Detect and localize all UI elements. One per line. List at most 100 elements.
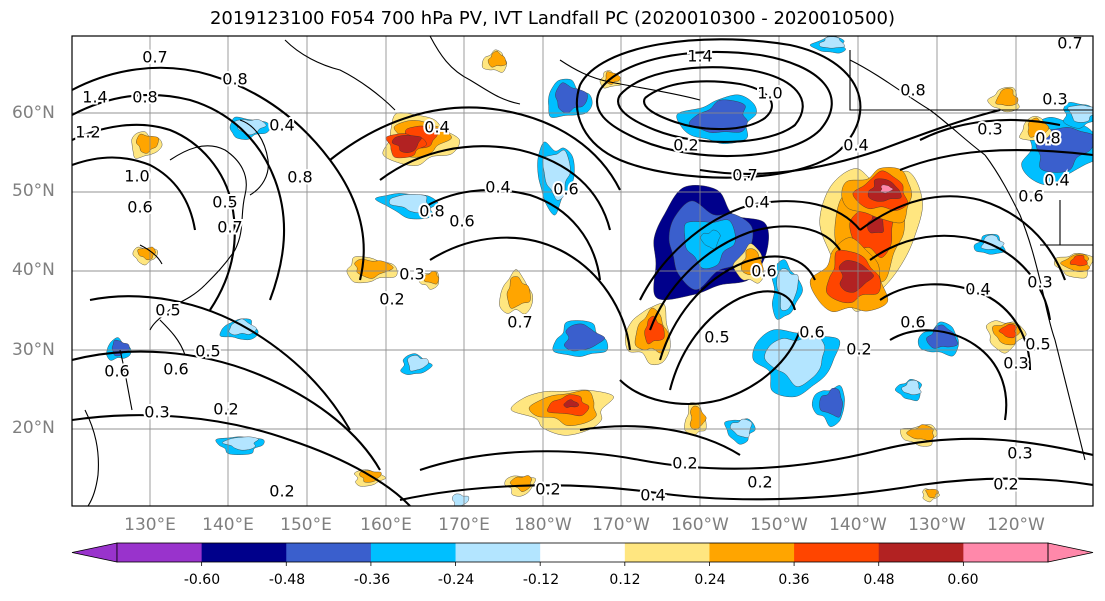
contour-label: 1.0 <box>124 167 149 186</box>
pv-anomaly-patch <box>925 488 939 499</box>
pv-anomaly-patch <box>391 135 422 153</box>
contour-label: 1.4 <box>82 88 107 107</box>
contour-label: 0.8 <box>287 168 312 187</box>
ivt-contour <box>429 236 632 351</box>
ivt-contour <box>89 295 351 431</box>
contour-label: 0.3 <box>977 120 1002 139</box>
colorbar-tick: -0.48 <box>268 572 306 588</box>
colorbar-segment <box>201 543 287 562</box>
contour-label: 0.4 <box>485 178 510 197</box>
contour-label: 0.4 <box>269 116 294 135</box>
pv-anomaly-patch <box>354 258 394 279</box>
pv-anomaly-patch <box>730 418 753 438</box>
lon-label-160w: 160°W <box>671 515 729 535</box>
ivt-contour <box>575 38 862 179</box>
pv-anomaly-patch <box>980 234 1005 250</box>
map-title: 2019123100 F054 700 hPa PV, IVT Landfall… <box>209 8 896 29</box>
ivt-contour <box>899 148 1093 171</box>
lon-label-140w: 140°W <box>829 515 887 535</box>
contour-label: 0.4 <box>843 136 868 155</box>
coastline <box>159 319 186 356</box>
contour-label: 0.3 <box>1042 90 1067 109</box>
ivt-contour <box>699 108 1001 175</box>
contour-label: 0.2 <box>846 340 871 359</box>
colorbar-extend-low <box>71 542 118 563</box>
ivt-contour <box>643 80 773 131</box>
contour-label: 0.7 <box>1057 34 1082 53</box>
ivt-contour <box>72 93 286 301</box>
coastline <box>84 409 99 506</box>
colorbar-tick: -0.12 <box>522 572 560 588</box>
ivt-contour <box>859 195 1066 281</box>
contour-label: 0.8 <box>900 81 925 100</box>
contour-label: 1.2 <box>75 123 100 142</box>
coastline <box>149 284 206 331</box>
lat-label-20n: 20°N <box>12 418 55 438</box>
pv-anomaly-patch <box>136 133 159 154</box>
ivt-contour <box>617 66 804 143</box>
pv-anomaly-patch <box>407 355 429 372</box>
pv-anomaly-patch <box>506 276 531 309</box>
ivt-contour <box>668 290 797 391</box>
contour-label: 0.5 <box>212 193 237 212</box>
lon-label-140e: 140°E <box>202 515 254 535</box>
colorbar <box>71 542 1094 566</box>
contour-label: 0.6 <box>104 362 129 381</box>
coastline <box>119 349 133 411</box>
contour-label: 0.8 <box>222 70 247 89</box>
contour-label: 0.3 <box>1027 273 1052 292</box>
contour-label: 0.5 <box>155 301 180 320</box>
contour-label: 0.8 <box>1035 129 1060 148</box>
contour-label: 1.4 <box>687 47 712 66</box>
colorbar-tick: 0.24 <box>694 572 726 588</box>
contour-label: 0.4 <box>424 118 449 137</box>
contour-label: 0.4 <box>640 486 665 505</box>
lat-label-50n: 50°N <box>12 181 55 201</box>
colorbar-frame <box>116 542 1049 563</box>
coastline <box>139 244 163 265</box>
contour-label: 0.6 <box>553 180 578 199</box>
contour-label: 0.6 <box>127 198 152 217</box>
pv-anomaly-patch <box>452 493 470 506</box>
coastline <box>849 50 1093 111</box>
pv-anomaly-patch <box>838 260 874 293</box>
colorbar-tick: 0.36 <box>778 572 810 588</box>
pv-anomaly-patch <box>995 88 1019 106</box>
pv-anomaly-patch <box>389 194 432 214</box>
lat-label-40n: 40°N <box>12 260 55 280</box>
contour-label: 0.6 <box>900 313 925 332</box>
pv-anomaly-patch <box>222 436 259 451</box>
pv-anomaly-patch <box>688 99 748 133</box>
contour-label: 0.6 <box>751 262 776 281</box>
contour-label: 0.5 <box>195 342 220 361</box>
pv-anomaly-patch <box>764 333 825 387</box>
lon-label-120w: 120°W <box>987 515 1045 535</box>
contour-label: 0.7 <box>507 313 532 332</box>
contour-label: 0.5 <box>1025 335 1050 354</box>
coastline <box>239 119 269 196</box>
ivt-contour <box>72 156 197 231</box>
contour-label: 0.7 <box>732 166 757 185</box>
contour-label: 0.2 <box>379 290 404 309</box>
pv-anomaly-patch <box>644 315 665 345</box>
contour-label: 0.7 <box>217 218 242 237</box>
colorbar-segment <box>624 543 710 562</box>
colorbar-segment <box>455 543 541 562</box>
lon-label-160e: 160°E <box>360 515 412 535</box>
contour-label: 0.3 <box>144 403 169 422</box>
pv-anomaly-patch <box>563 399 579 408</box>
contour-label: 0.4 <box>1044 171 1069 190</box>
contour-label: 0.4 <box>744 193 769 212</box>
contour-label: 0.2 <box>269 482 294 501</box>
colorbar-extend-high <box>1047 542 1094 563</box>
ivt-contours <box>72 38 1093 506</box>
lat-label-60n: 60°N <box>12 103 55 123</box>
contour-label: 0.2 <box>213 400 238 419</box>
ivt-contour <box>419 188 602 281</box>
colorbar-segment <box>117 543 203 562</box>
contour-label: 0.4 <box>965 280 990 299</box>
contour-label: 0.6 <box>1018 187 1043 206</box>
colorbar-segment <box>286 543 372 562</box>
ivt-contour <box>72 123 236 311</box>
contour-label: 0.3 <box>399 265 424 284</box>
